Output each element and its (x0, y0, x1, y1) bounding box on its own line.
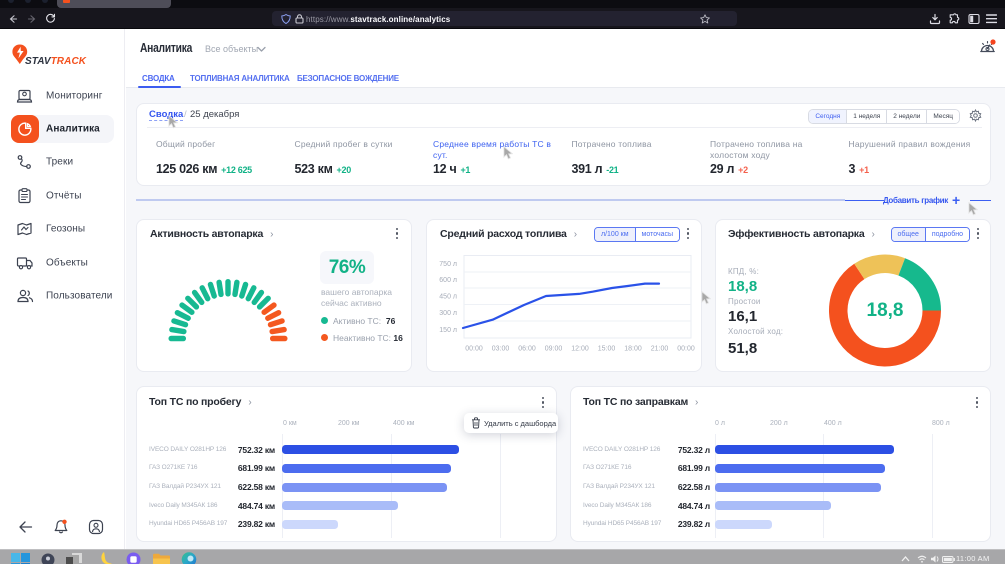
svg-text:750 л: 750 л (439, 261, 457, 268)
svg-text:09:00: 09:00 (545, 346, 563, 353)
svg-text:03:00: 03:00 (492, 346, 510, 353)
svg-text:00:00: 00:00 (465, 346, 483, 353)
svg-text:600 л: 600 л (439, 277, 457, 284)
svg-text:18:00: 18:00 (624, 346, 642, 353)
svg-text:300 л: 300 л (439, 310, 457, 317)
svg-text:00:00: 00:00 (677, 346, 695, 353)
svg-text:450 л: 450 л (439, 294, 457, 301)
svg-text:21:00: 21:00 (651, 346, 669, 353)
svg-text:06:00: 06:00 (518, 346, 536, 353)
svg-text:15:00: 15:00 (598, 346, 616, 353)
svg-text:12:00: 12:00 (571, 346, 589, 353)
svg-text:150 л: 150 л (439, 327, 457, 334)
